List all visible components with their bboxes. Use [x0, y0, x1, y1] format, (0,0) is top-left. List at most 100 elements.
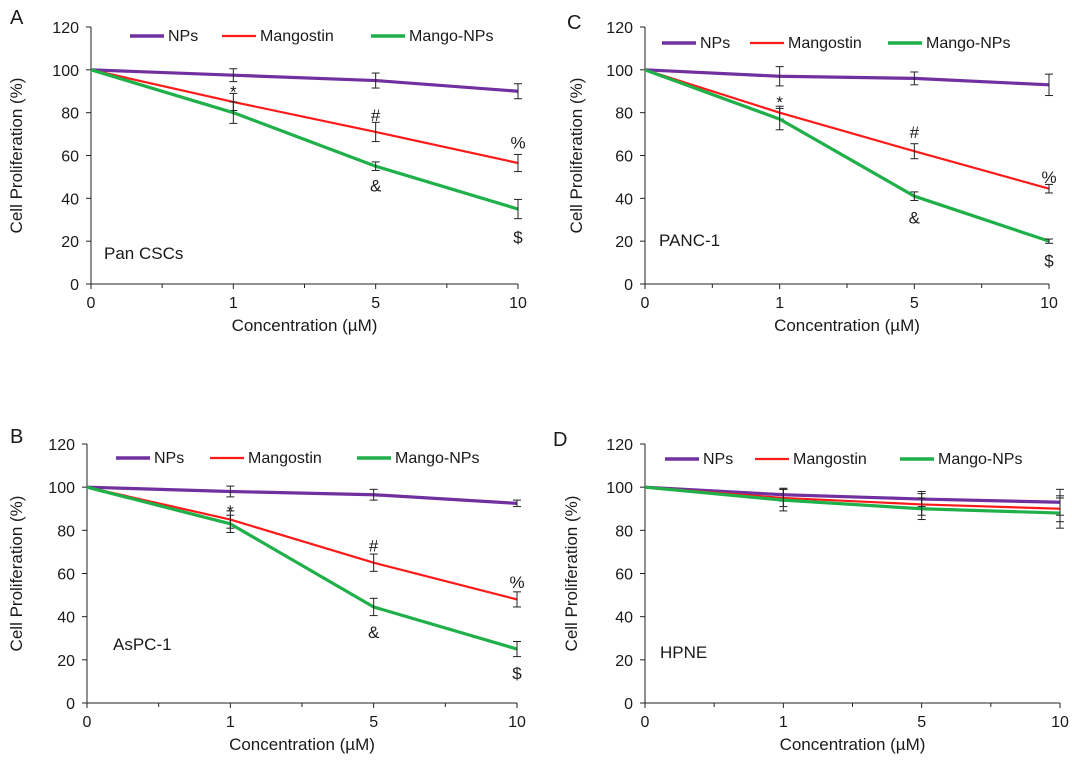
- cell-line-label: PANC-1: [659, 231, 720, 250]
- legend-label: Mango-NPs: [409, 28, 493, 45]
- error-bar: [513, 640, 521, 658]
- legend-label: NPs: [703, 451, 733, 468]
- y-tick-label: 120: [606, 437, 633, 454]
- x-axis-title: Concentration (µM): [780, 735, 926, 754]
- legend-label: Mango-NPs: [395, 450, 479, 467]
- y-tick-label: 100: [48, 480, 75, 497]
- y-tick-label: 20: [57, 653, 75, 670]
- significance-marker: $: [1044, 251, 1054, 270]
- error-bar: [226, 485, 235, 498]
- x-tick-label: 5: [369, 714, 378, 731]
- y-axis-title: Cell Proliferation (%): [7, 78, 26, 234]
- y-tick-label: 60: [61, 149, 79, 166]
- error-bar: [1056, 497, 1064, 529]
- y-tick-label: 80: [615, 523, 633, 540]
- y-tick-label: 120: [52, 20, 79, 37]
- x-axis-title: Concentration (µM): [232, 316, 378, 335]
- legend: NPs Mangostin Mango-NPs: [665, 451, 1022, 468]
- x-tick-label: 5: [910, 295, 919, 312]
- chart-panel-d: 0 20 40 60 80 100 120 0 1 5 10 Concentration (µM) Ce…: [553, 429, 1069, 754]
- error-bar: [514, 83, 522, 100]
- cell-line-label: AsPC-1: [113, 635, 172, 654]
- error-bar: [229, 101, 238, 124]
- error-bar: [514, 198, 522, 220]
- y-tick-label: 60: [615, 567, 633, 584]
- x-tick-label: 10: [1040, 295, 1058, 312]
- x-tick-label: 0: [87, 295, 96, 312]
- legend: NPs Mangostin Mango-NPs: [130, 28, 493, 45]
- legend: NPs Mangostin Mango-NPs: [116, 450, 479, 467]
- legend-label: Mango-NPs: [926, 35, 1010, 52]
- legend-label: Mangostin: [260, 28, 334, 45]
- y-tick-label: 20: [61, 234, 79, 251]
- panel-letter: B: [10, 426, 23, 448]
- error-bar: [910, 143, 919, 160]
- chart-panel-a: 0 20 40 60 80 100 120 0 1 5 10 Concentration (µM) Ce…: [7, 7, 527, 335]
- significance-marker: $: [512, 664, 522, 683]
- y-tick-label: 120: [48, 437, 75, 454]
- y-tick-label: 100: [606, 480, 633, 497]
- y-axis-title: Cell Proliferation (%): [562, 496, 581, 652]
- error-bar: [513, 499, 521, 508]
- series-line-nps: [90, 68, 519, 93]
- y-tick-label: 80: [61, 106, 79, 123]
- panel-letter: A: [10, 7, 24, 29]
- error-bar: [369, 597, 378, 617]
- legend-label: Mangostin: [248, 450, 322, 467]
- x-tick-label: 5: [371, 295, 380, 312]
- x-tick-label: 0: [641, 714, 650, 731]
- y-tick-label: 40: [615, 610, 633, 627]
- y-tick-label: 0: [70, 277, 79, 294]
- error-bar: [775, 66, 784, 87]
- x-tick-label: 10: [1051, 714, 1069, 731]
- legend-label: NPs: [154, 450, 184, 467]
- y-tick-label: 40: [57, 610, 75, 627]
- legend-label: NPs: [700, 35, 730, 52]
- y-tick-label: 120: [606, 20, 633, 37]
- error-bar: [779, 488, 788, 512]
- y-tick-label: 100: [52, 63, 79, 80]
- series-line-nps: [644, 68, 1050, 87]
- y-tick-label: 20: [615, 653, 633, 670]
- y-tick-label: 0: [66, 696, 75, 713]
- x-tick-label: 1: [229, 295, 238, 312]
- error-bar: [1045, 238, 1053, 244]
- error-bar: [229, 68, 238, 83]
- panel-letter: D: [553, 429, 567, 451]
- x-tick-label: 10: [508, 714, 526, 731]
- panel-letter: C: [567, 12, 581, 34]
- significance-marker: #: [910, 123, 920, 142]
- series-line-mangostin: [90, 68, 519, 165]
- legend-label: Mangostin: [788, 35, 862, 52]
- x-tick-label: 0: [83, 714, 92, 731]
- significance-marker: $: [513, 228, 523, 247]
- y-tick-label: 40: [615, 191, 633, 208]
- error-bar: [514, 153, 522, 173]
- significance-marker: *: [230, 82, 237, 101]
- error-bar: [1045, 73, 1053, 97]
- error-bar: [917, 497, 926, 521]
- legend: NPs Mangostin Mango-NPs: [662, 35, 1010, 52]
- error-bar: [371, 121, 380, 143]
- series-line-mangostin: [86, 486, 518, 601]
- error-bar: [369, 488, 378, 501]
- series-line-nps: [644, 485, 1061, 504]
- significance-marker: &: [909, 209, 921, 228]
- significance-marker: *: [227, 502, 234, 521]
- series-line-mango-nps: [90, 68, 519, 211]
- y-tick-label: 80: [57, 523, 75, 540]
- chart-panel-b: 0 20 40 60 80 100 120 0 1 5 10 Concentration (µM) Ce…: [7, 426, 526, 754]
- series-line-mango-nps: [86, 485, 518, 651]
- significance-marker: %: [509, 573, 524, 592]
- cell-line-label: HPNE: [660, 643, 707, 662]
- y-tick-label: 20: [615, 234, 633, 251]
- y-tick-label: 100: [606, 63, 633, 80]
- x-tick-label: 5: [917, 714, 926, 731]
- significance-marker: #: [369, 536, 379, 555]
- error-bar: [775, 107, 784, 131]
- error-bar: [910, 191, 919, 201]
- cell-line-label: Pan CSCs: [104, 244, 183, 263]
- x-tick-label: 0: [641, 295, 650, 312]
- y-tick-label: 60: [57, 567, 75, 584]
